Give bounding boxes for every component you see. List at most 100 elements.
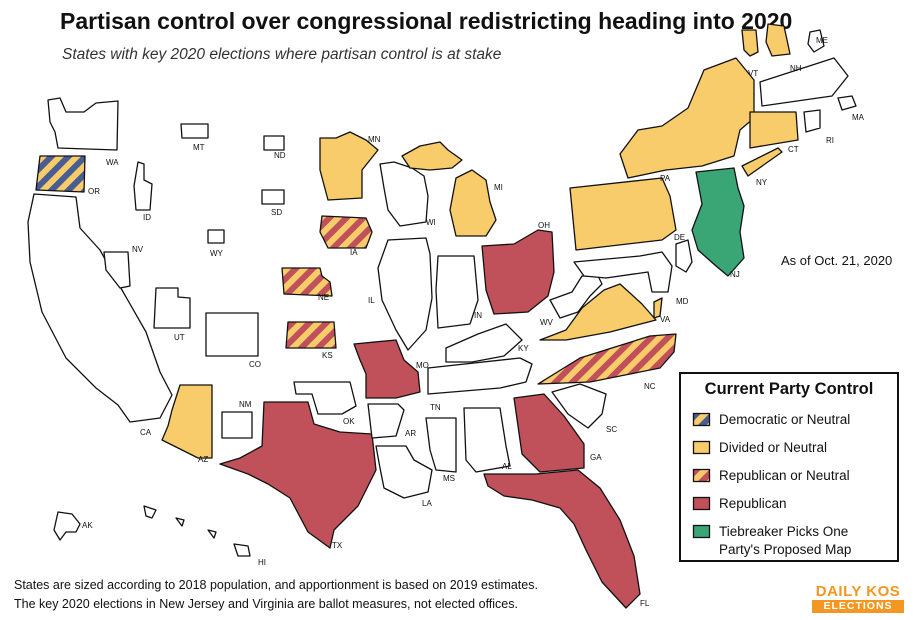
state-nm	[221, 411, 253, 439]
label-ut: UT	[174, 333, 185, 342]
label-ms: MS	[443, 474, 455, 483]
state-wv	[549, 275, 603, 319]
legend-title: Current Party Control	[704, 380, 874, 398]
label-al: AL	[502, 462, 512, 471]
label-il: IL	[368, 296, 375, 305]
state-or	[35, 155, 86, 193]
state-la	[375, 445, 433, 499]
label-me: ME	[816, 36, 828, 45]
state-il	[377, 237, 433, 351]
label-ak: AK	[82, 521, 93, 530]
state-mo	[353, 339, 421, 399]
state-ct	[749, 111, 799, 149]
state-ms	[425, 417, 457, 473]
state-az	[161, 384, 213, 459]
footnote-line-2: The key 2020 elections in New Jersey and…	[14, 597, 518, 611]
label-ny: NY	[756, 178, 768, 187]
label-az: AZ	[198, 455, 208, 464]
state-ks	[285, 321, 337, 349]
label-mo: MO	[416, 361, 429, 370]
label-la: LA	[422, 499, 432, 508]
label-de: DE	[674, 233, 685, 242]
label-ga: GA	[590, 453, 602, 462]
label-or: OR	[88, 187, 100, 196]
label-id: ID	[143, 213, 151, 222]
label-ok: OK	[343, 417, 355, 426]
state-ak-tail	[143, 505, 157, 519]
label-va: VA	[660, 315, 671, 324]
label-fl: FL	[640, 599, 650, 608]
state-ca	[27, 193, 173, 423]
legend-label: Divided or Neutral	[719, 440, 828, 455]
legend-swatch-green	[692, 524, 711, 539]
state-de	[675, 239, 693, 273]
label-hi: HI	[258, 558, 266, 567]
label-tx: TX	[332, 541, 343, 550]
state-sd	[261, 189, 285, 205]
footnote-line-1: States are sized according to 2018 popul…	[14, 578, 538, 592]
state-ma-cape	[837, 95, 857, 111]
state-me	[807, 29, 825, 53]
legend-item-republican: Republican	[692, 495, 787, 513]
state-wi	[379, 161, 429, 227]
state-nc	[537, 333, 677, 385]
label-mn: MN	[368, 135, 381, 144]
label-ia: IA	[350, 248, 358, 257]
legend-swatch-red-stripe	[692, 468, 711, 483]
label-ks: KS	[322, 351, 333, 360]
state-pa	[569, 177, 677, 251]
label-ky: KY	[518, 344, 529, 353]
state-ia	[319, 215, 373, 249]
legend-label: Republican or Neutral	[719, 468, 850, 483]
label-co: CO	[249, 360, 261, 369]
state-mi-up	[401, 141, 463, 171]
state-ga	[513, 393, 585, 473]
label-pa: PA	[660, 174, 671, 183]
state-ny-li	[741, 147, 783, 177]
legend-label: Tiebreaker Picks One Party's Proposed Ma…	[719, 524, 852, 557]
label-mi: MI	[494, 183, 503, 192]
state-nj	[691, 167, 745, 277]
state-mt	[180, 123, 209, 139]
legend-swatch-yellow	[692, 440, 711, 455]
label-ri: RI	[826, 136, 834, 145]
state-mn	[319, 131, 379, 201]
label-wi: WI	[426, 218, 436, 227]
state-ma	[759, 57, 849, 107]
state-ne	[281, 267, 333, 297]
state-id	[133, 161, 153, 211]
state-oh	[481, 229, 555, 315]
state-fl	[483, 469, 641, 609]
label-nd: ND	[274, 151, 286, 160]
state-mi	[449, 169, 497, 237]
state-ok	[293, 381, 357, 415]
state-va	[539, 283, 657, 341]
legend-item-democratic-or-neutral: Democratic or Neutral	[692, 411, 851, 429]
label-nm: NM	[239, 400, 252, 409]
label-wy: WY	[210, 249, 224, 258]
map-subtitle: States with key 2020 elections where par…	[62, 46, 502, 63]
state-hi	[175, 517, 251, 557]
label-sd: SD	[271, 208, 282, 217]
state-co	[205, 312, 259, 357]
state-va-esh	[653, 297, 663, 319]
label-ar: AR	[405, 429, 416, 438]
state-al	[463, 407, 511, 473]
logo-bottom-text: ELECTIONS	[812, 600, 904, 613]
label-sc: SC	[606, 425, 617, 434]
label-vt: VT	[748, 69, 758, 78]
label-wv: WV	[540, 318, 554, 327]
legend-label: Democratic or Neutral	[719, 412, 851, 427]
as-of-date: As of Oct. 21, 2020	[781, 253, 893, 268]
label-ma: MA	[852, 113, 865, 122]
state-ut	[153, 287, 191, 329]
map-title: Partisan control over congressional redi…	[60, 8, 793, 34]
daily-kos-elections-logo: DAILY KOS ELECTIONS	[812, 584, 904, 614]
state-ri	[803, 109, 821, 133]
state-ak	[53, 511, 81, 541]
legend-item-republican-or-neutral: Republican or Neutral	[692, 467, 850, 485]
label-ca: CA	[140, 428, 152, 437]
state-nd	[263, 135, 285, 151]
state-wa	[47, 97, 119, 151]
